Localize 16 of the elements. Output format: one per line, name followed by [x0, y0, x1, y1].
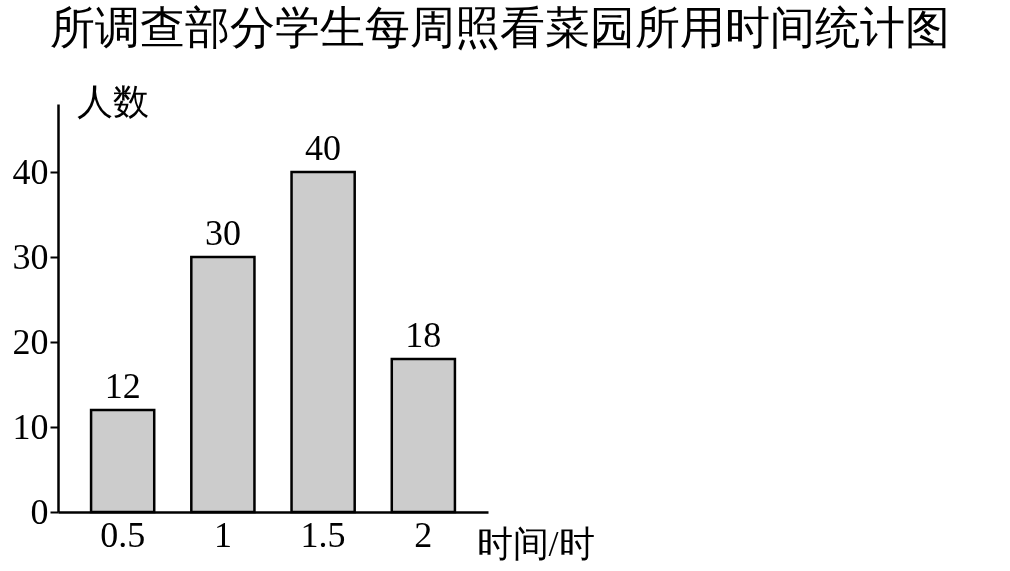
- x-tick-label: 2: [414, 514, 433, 555]
- data-label: 30: [204, 213, 241, 253]
- y-tick-label: 40: [12, 151, 49, 192]
- x-tick-label: 1.5: [300, 514, 346, 555]
- chart-title: 所调查部分学生每周照看菜园所用时间统计图: [50, 3, 950, 53]
- y-tick-label: 20: [12, 321, 49, 362]
- y-tick-label: 0: [30, 491, 49, 532]
- y-tick-label: 30: [12, 236, 49, 277]
- data-label: 40: [305, 128, 342, 168]
- x-tick-label: 1: [213, 514, 232, 555]
- data-label: 12: [104, 366, 141, 406]
- y-tick-label: 10: [12, 406, 49, 447]
- x-tick-label: 0.5: [100, 514, 146, 555]
- x-axis-title: 时间/时: [476, 523, 595, 564]
- data-label: 18: [405, 315, 442, 355]
- y-axis-title: 人数: [76, 81, 149, 122]
